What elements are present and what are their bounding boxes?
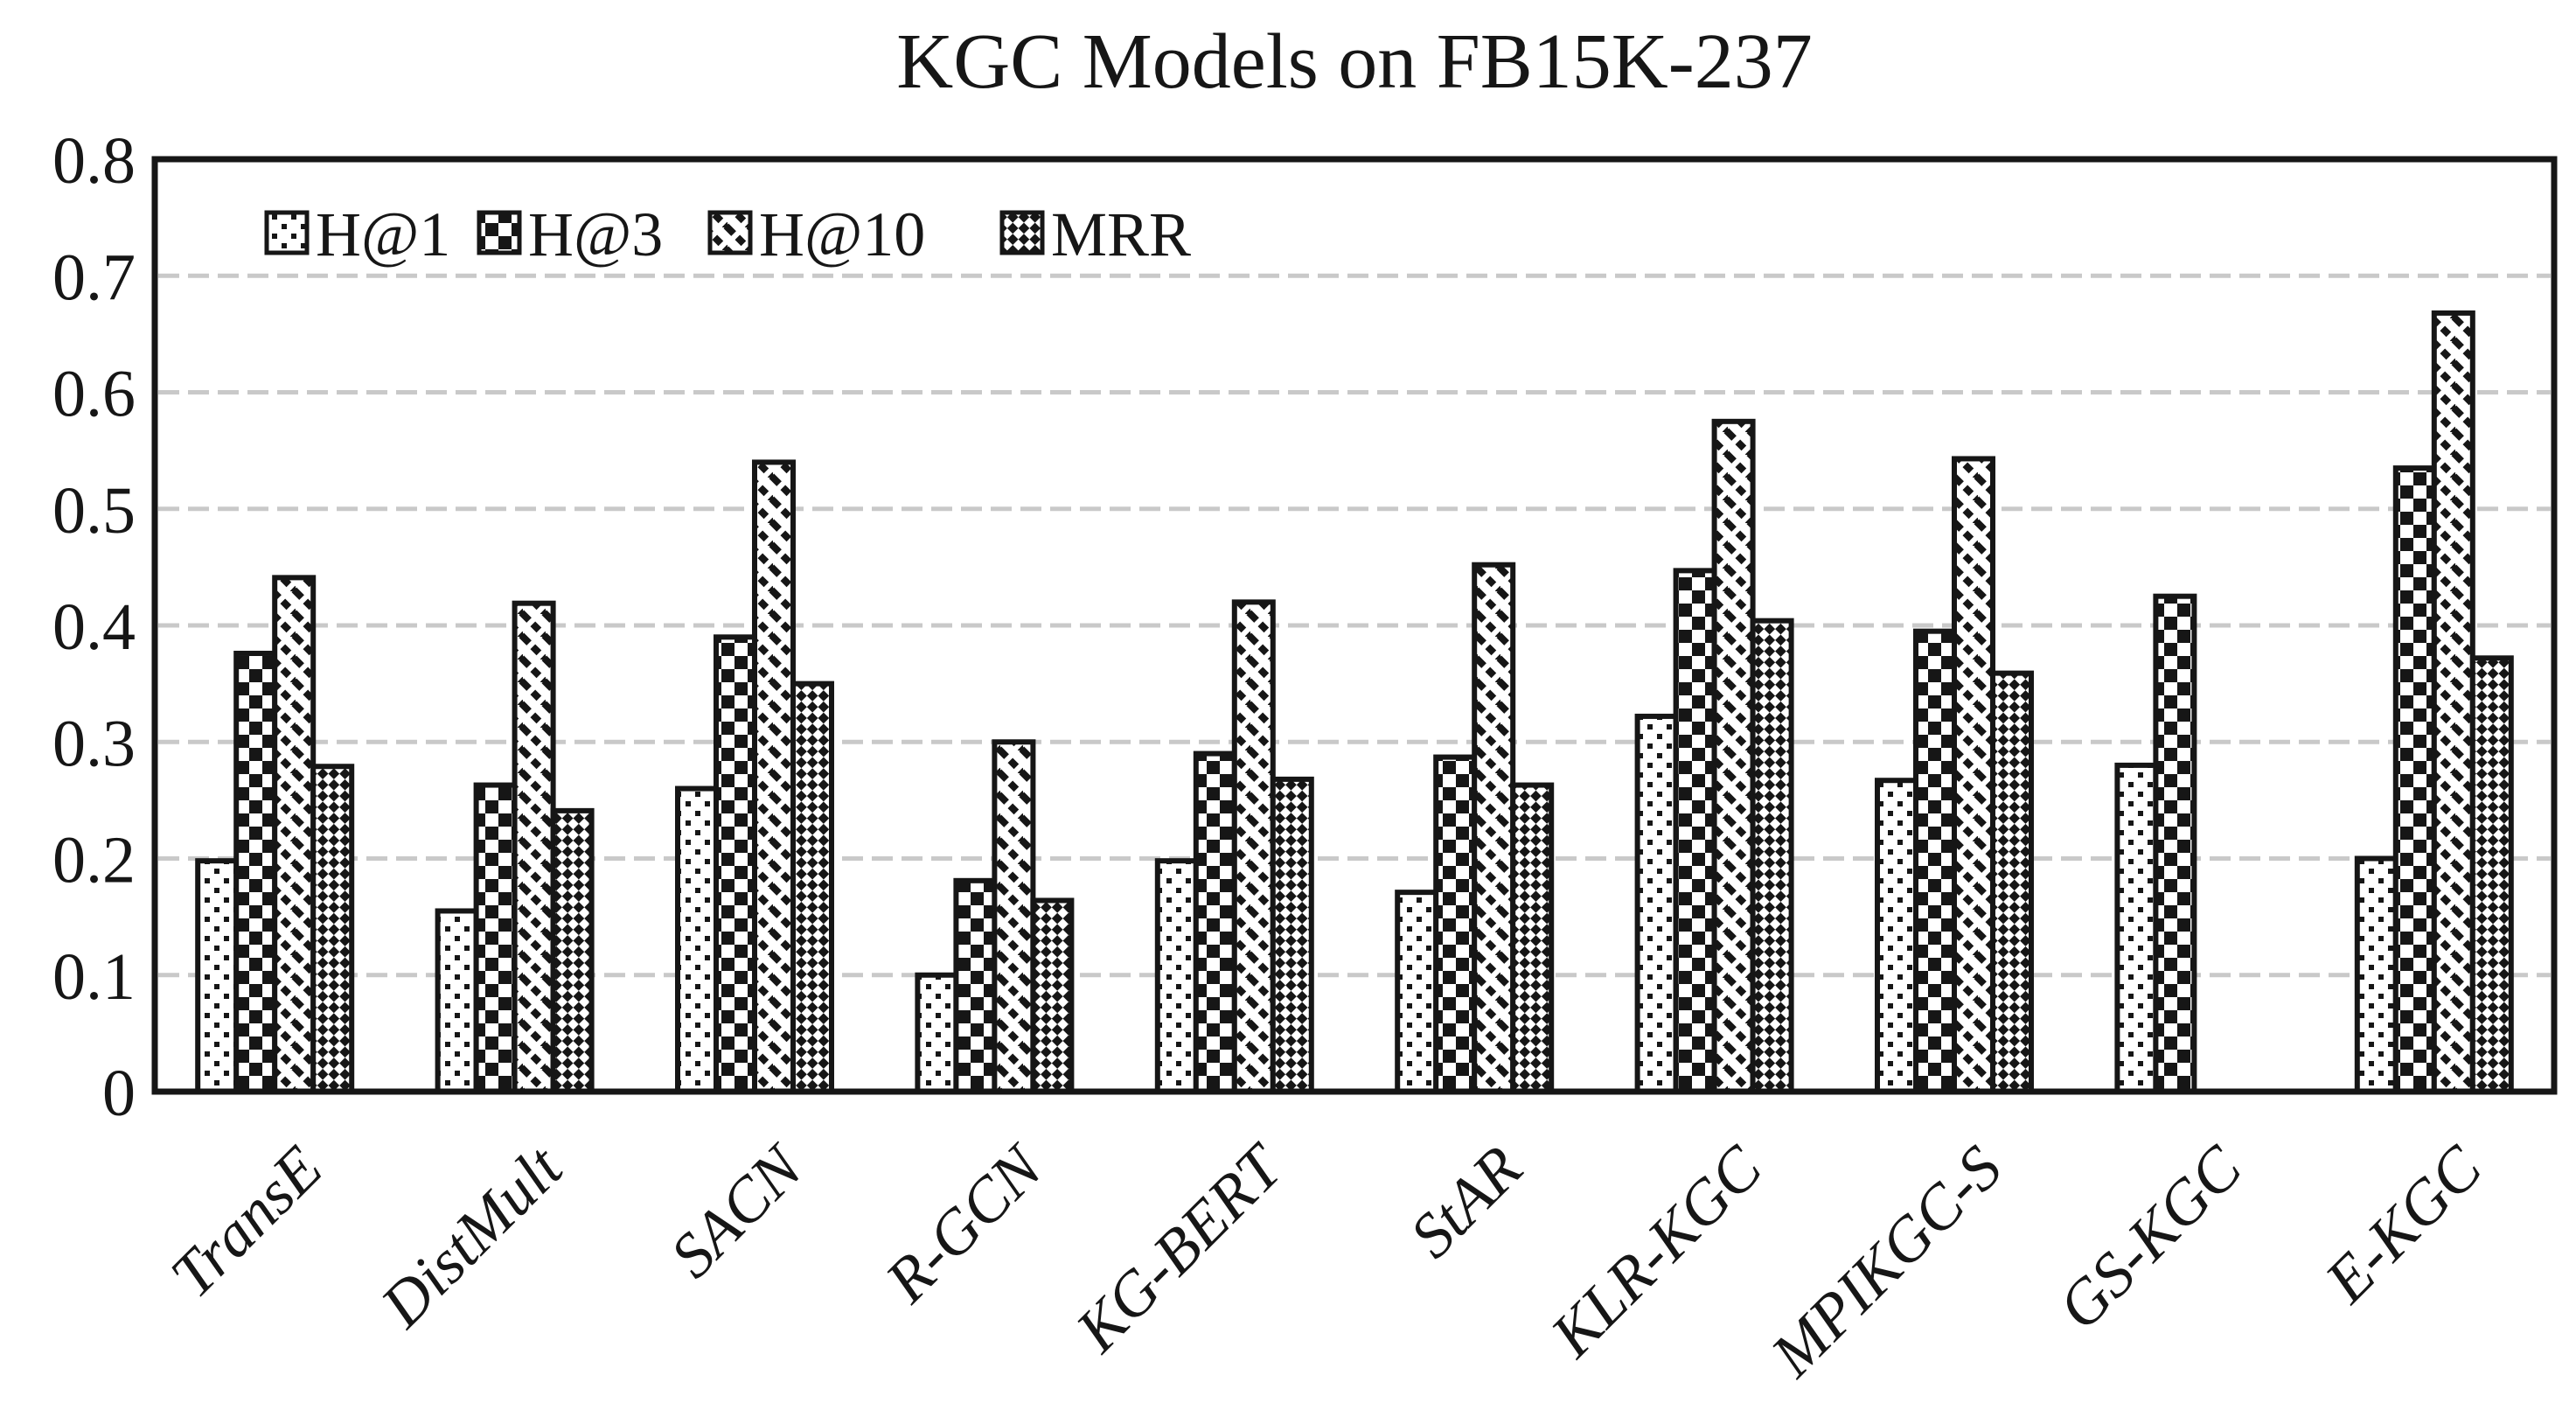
x-label-GS-KGC: GS-KGC	[2044, 1132, 2255, 1343]
y-tick-label: 0.3	[52, 707, 136, 780]
chart-title: KGC Models on FB15K-237	[896, 18, 1813, 105]
bar-H@3-MPIKGC-S	[1913, 628, 1957, 1094]
plot-border	[151, 156, 2558, 1095]
y-tick-label: 0.6	[52, 358, 136, 431]
bar-H@1-TransE	[195, 858, 240, 1094]
bar-H@10-SACN	[752, 459, 796, 1094]
bar-H@3-GS-KGC	[2153, 593, 2197, 1094]
bar-MRR-KG-BERT	[1270, 776, 1314, 1094]
bar-H@3-KG-BERT	[1193, 750, 1237, 1094]
legend-swatch-dots-icon	[264, 210, 310, 255]
bar-H@10-TransE	[272, 575, 317, 1094]
x-label-R-GCN: R-GCN	[872, 1130, 1058, 1316]
legend-label-h3: H@3	[528, 199, 663, 269]
y-tick-label: 0.7	[52, 241, 136, 314]
bar-H@1-DistMult	[435, 908, 479, 1095]
y-axis-labels-group: 0.8 0.7 0.6 0.5 0.4 0.3 0.2 0.1 0	[52, 124, 136, 1130]
legend: H@1 H@3 H@10 MRR	[264, 199, 1191, 269]
bar-H@3-DistMult	[473, 782, 518, 1094]
x-label-DistMult: DistMult	[367, 1131, 577, 1341]
bar-H@1-E-KGC	[2354, 855, 2398, 1094]
legend-label-h10: H@10	[759, 199, 925, 269]
bar-H@10-MPIKGC-S	[1952, 456, 1995, 1094]
bar-H@3-R-GCN	[953, 877, 998, 1094]
y-tick-label: 0	[102, 1057, 136, 1130]
y-tick-label: 0.4	[52, 590, 136, 664]
legend-label-h1: H@1	[316, 199, 450, 269]
legend-label-mrr: MRR	[1051, 199, 1191, 269]
bar-MRR-TransE	[310, 764, 355, 1094]
bar-H@1-R-GCN	[915, 972, 959, 1094]
legend-swatch-fine-checker-icon	[999, 210, 1045, 255]
x-label-MPIKGC-S: MPIKGC-S	[1757, 1133, 2015, 1391]
y-tick-label: 0.8	[52, 124, 136, 198]
x-label-TransE: TransE	[157, 1133, 336, 1311]
bar-H@3-SACN	[714, 634, 757, 1094]
bar-MRR-SACN	[790, 681, 834, 1094]
bar-H@3-StAR	[1433, 754, 1478, 1094]
bar-MRR-StAR	[1510, 782, 1555, 1094]
bar-H@10-KLR-KGC	[1711, 418, 1756, 1094]
bar-H@3-TransE	[233, 650, 278, 1094]
bar-MRR-MPIKGC-S	[1990, 670, 2034, 1094]
bar-MRR-R-GCN	[1030, 897, 1075, 1094]
bars-group	[195, 310, 2514, 1095]
bar-H@1-GS-KGC	[2114, 762, 2159, 1095]
bar-H@10-KG-BERT	[1231, 599, 1276, 1094]
bar-H@1-KLR-KGC	[1634, 713, 1679, 1094]
bar-H@10-StAR	[1472, 562, 1516, 1094]
legend-swatch-checker-icon	[477, 210, 522, 255]
x-label-E-KGC: E-KGC	[2311, 1132, 2496, 1316]
bar-H@1-KG-BERT	[1154, 858, 1199, 1094]
x-label-KLR-KGC: KLR-KGC	[1537, 1132, 1776, 1371]
y-tick-label: 0.5	[52, 474, 136, 548]
y-tick-label: 0.2	[52, 824, 136, 897]
bar-H@3-E-KGC	[2392, 465, 2437, 1094]
x-label-SACN: SACN	[657, 1130, 818, 1291]
x-label-KG-BERT: KG-BERT	[1062, 1129, 1298, 1365]
bar-H@10-R-GCN	[992, 739, 1036, 1094]
bar-MRR-KLR-KGC	[1750, 618, 1794, 1094]
bar-MRR-E-KGC	[2469, 655, 2514, 1094]
bar-MRR-DistMult	[550, 807, 595, 1094]
x-label-StAR: StAR	[1396, 1133, 1535, 1271]
bar-H@1-MPIKGC-S	[1875, 778, 1918, 1094]
bar-H@10-E-KGC	[2431, 310, 2475, 1094]
plot-frame-group	[151, 156, 2558, 1095]
x-axis-labels-group: TransE DistMult SACN R-GCN KG-BERT StAR KLR-KG…	[157, 1129, 2496, 1390]
bar-H@1-SACN	[675, 785, 719, 1094]
bar-H@3-KLR-KGC	[1673, 568, 1717, 1094]
y-tick-label: 0.1	[52, 940, 136, 1014]
bar-H@10-DistMult	[512, 600, 556, 1094]
legend-swatch-diagonal-icon	[707, 210, 753, 255]
bar-H@1-StAR	[1395, 890, 1439, 1095]
